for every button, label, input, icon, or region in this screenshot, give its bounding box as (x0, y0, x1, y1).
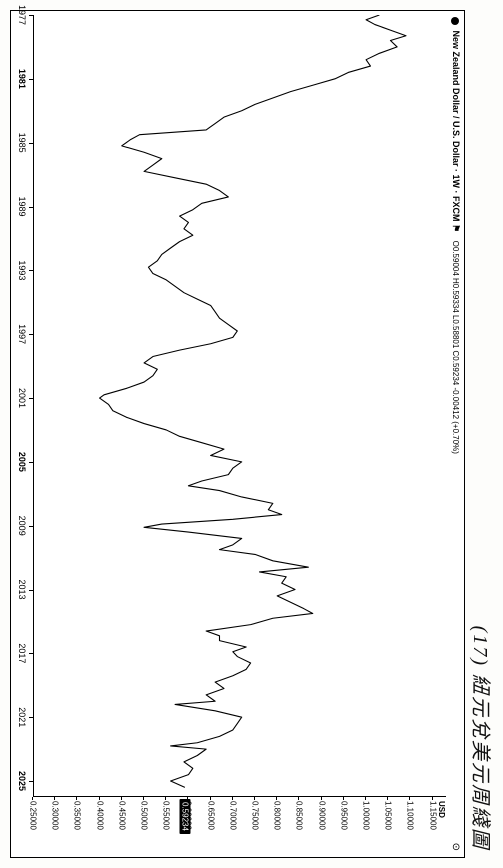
y-tick-label: 0.95000 (339, 801, 348, 830)
x-tick (29, 79, 33, 80)
x-tick (29, 717, 33, 718)
y-tick (99, 797, 100, 800)
y-tick-label: 1.00000 (362, 801, 371, 830)
symbol-dot-icon (451, 17, 459, 25)
x-tick (29, 207, 33, 208)
y-tick (32, 797, 33, 800)
y-tick (365, 797, 366, 800)
x-tick (29, 590, 33, 591)
y-tick (409, 797, 410, 800)
y-axis: USD 1.15000 1.10000 1.05000 1.00000 0.95000 0… (33, 797, 446, 857)
y-tick (432, 797, 433, 800)
plot-area[interactable] (33, 15, 446, 797)
y-tick-label: 0.75000 (251, 801, 260, 830)
y-tick-label: 0.65000 (206, 801, 215, 830)
x-tick-label: 1997 (17, 324, 27, 344)
y-tick (387, 797, 388, 800)
y-tick (232, 797, 233, 800)
y-tick (54, 797, 55, 800)
chart-frame: New Zealand Dollar / U.S. Dollar · 1W · … (10, 10, 465, 858)
y-tick-label: 0.30000 (51, 801, 60, 830)
x-tick (29, 15, 33, 16)
x-tick-label: 1985 (17, 133, 27, 153)
y-tick (143, 797, 144, 800)
landscape-container: (17) 紐元兌美元周綫圖 New Zealand Dollar / U.S. … (0, 0, 503, 868)
x-tick-label: 2025 (17, 771, 27, 791)
y-tick-label: 0.90000 (317, 801, 326, 830)
y-tick-label: 0.80000 (273, 801, 282, 830)
chart-title-bar: New Zealand Dollar / U.S. Dollar · 1W · … (450, 17, 461, 454)
x-tick-label: 1981 (17, 69, 27, 89)
page-root: (17) 紐元兌美元周綫圖 New Zealand Dollar / U.S. … (0, 0, 503, 868)
y-tick-label: 0.70000 (228, 801, 237, 830)
x-tick (29, 462, 33, 463)
y-axis-unit: USD (437, 801, 446, 818)
x-tick (29, 781, 33, 782)
y-tick-label: 0.35000 (73, 801, 82, 830)
x-tick-label: 1993 (17, 260, 27, 280)
x-tick-label: 2009 (17, 516, 27, 536)
x-axis: 1977198119851989199319972001200520092013… (11, 15, 33, 797)
y-tick (321, 797, 322, 800)
x-tick (29, 334, 33, 335)
y-tick (121, 797, 122, 800)
y-tick (210, 797, 211, 800)
current-price-tag: 0.59234 (180, 799, 191, 834)
x-tick (29, 143, 33, 144)
y-tick (276, 797, 277, 800)
y-tick (343, 797, 344, 800)
x-tick (29, 653, 33, 654)
y-tick (76, 797, 77, 800)
y-tick (165, 797, 166, 800)
y-tick-label: 1.15000 (428, 801, 437, 830)
flag-icon: ⚑ (451, 224, 461, 232)
y-tick-label: 0.25000 (29, 801, 38, 830)
x-tick (29, 270, 33, 271)
x-tick-label: 2001 (17, 388, 27, 408)
settings-icon[interactable]: ⊙ (450, 843, 461, 851)
plot-border (33, 15, 446, 797)
x-tick-label: 2005 (17, 452, 27, 472)
x-tick-label: 2021 (17, 707, 27, 727)
y-tick-label: 0.55000 (162, 801, 171, 830)
symbol-label: New Zealand Dollar / U.S. Dollar · 1W · … (451, 31, 461, 222)
x-tick-label: 1989 (17, 196, 27, 216)
y-tick (254, 797, 255, 800)
y-tick-label: 0.85000 (295, 801, 304, 830)
x-tick-label: 2013 (17, 580, 27, 600)
y-tick-label: 0.40000 (95, 801, 104, 830)
x-tick (29, 526, 33, 527)
x-tick-label: 1977 (17, 5, 27, 25)
y-tick (298, 797, 299, 800)
y-tick-label: 1.05000 (384, 801, 393, 830)
ohlc-readout: O0.59004 H0.59334 L0.58801 C0.59234 -0.0… (451, 241, 460, 454)
x-tick-label: 2017 (17, 643, 27, 663)
y-tick-label: 0.45000 (117, 801, 126, 830)
x-tick (29, 398, 33, 399)
figure-caption: (17) 紐元兌美元周綫圖 (468, 626, 497, 850)
y-tick-label: 0.50000 (140, 801, 149, 830)
y-tick-label: 1.10000 (406, 801, 415, 830)
